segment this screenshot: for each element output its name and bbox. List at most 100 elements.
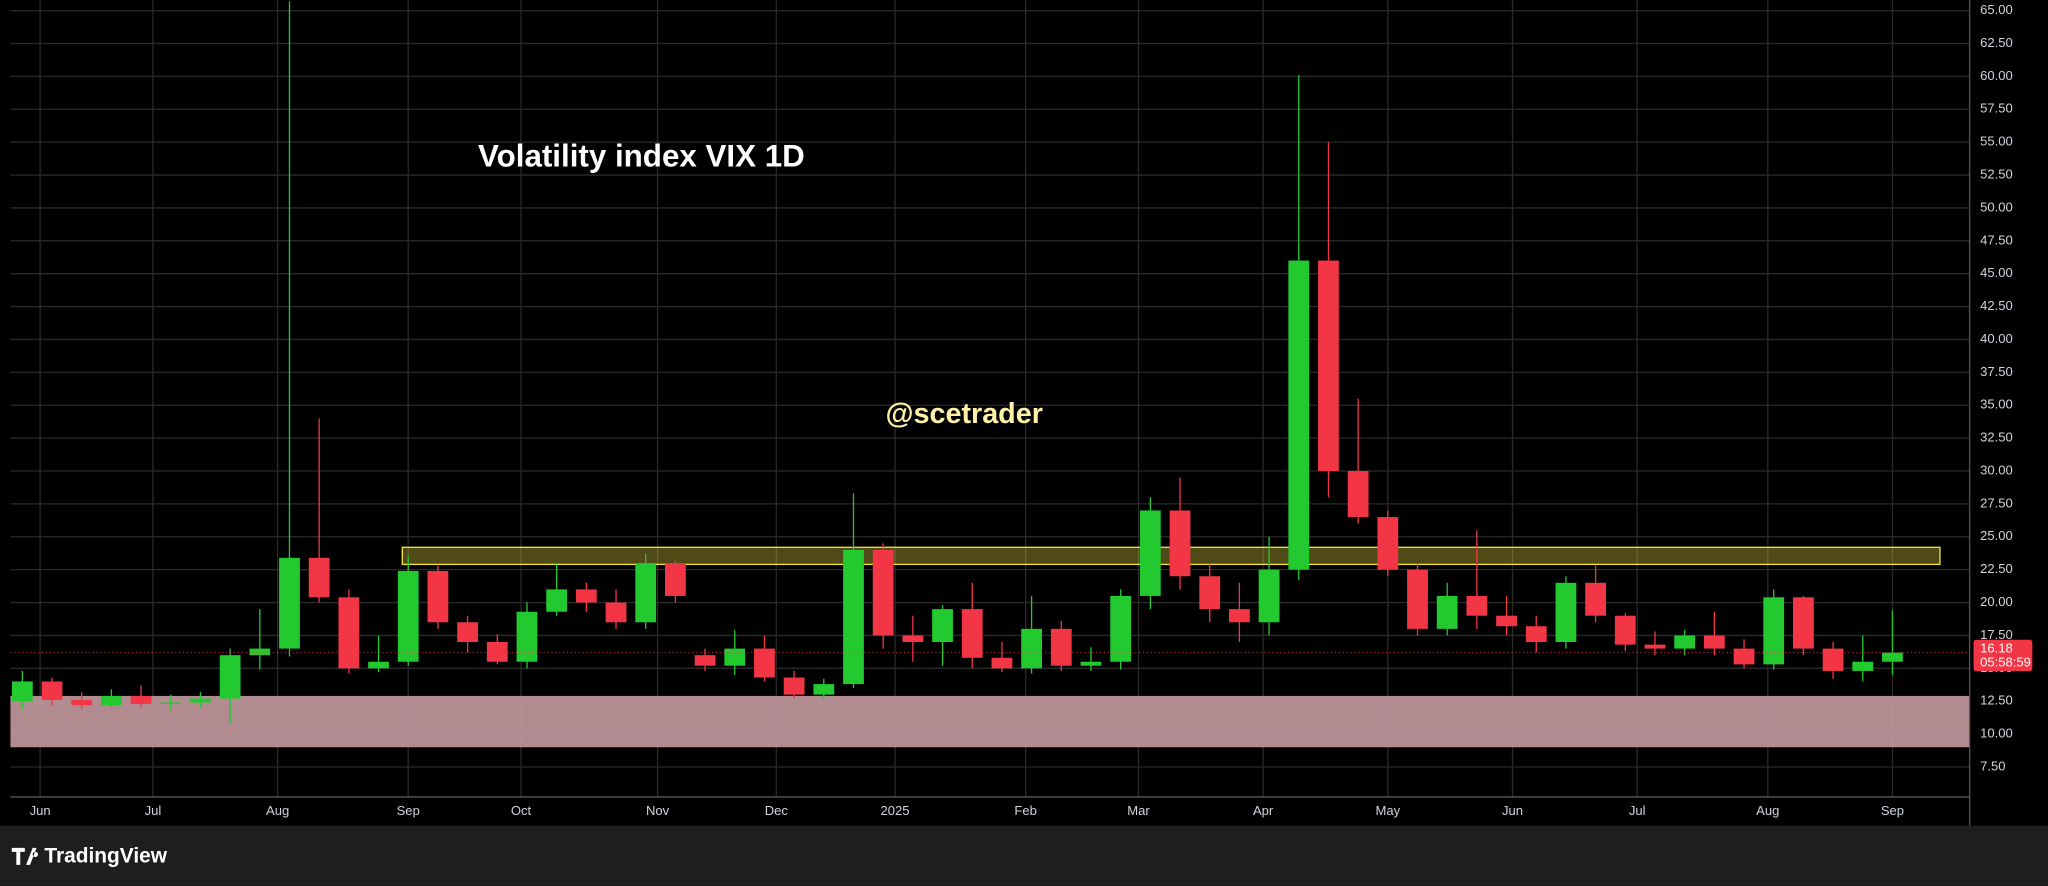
candle-body bbox=[427, 570, 449, 623]
candle-body bbox=[1258, 569, 1280, 623]
y-tick-label: 52.50 bbox=[1980, 166, 2013, 181]
candle-body bbox=[1080, 661, 1102, 666]
logo-icon bbox=[11, 847, 38, 865]
candle-body bbox=[754, 648, 775, 678]
candle-body bbox=[1050, 628, 1072, 666]
candle-body bbox=[961, 609, 983, 658]
candle-body bbox=[1733, 648, 1755, 665]
chart-background bbox=[0, 0, 2048, 825]
y-tick-label: 32.50 bbox=[1980, 430, 2013, 445]
x-tick-label: Sep bbox=[1881, 803, 1904, 818]
candle-body bbox=[279, 557, 300, 649]
y-tick-label: 45.00 bbox=[1980, 265, 2013, 280]
candle-body bbox=[1318, 260, 1339, 472]
candle-body bbox=[1585, 582, 1606, 616]
x-tick-label: Jul bbox=[145, 803, 162, 818]
last-price-label: 16.18 bbox=[1980, 640, 2013, 655]
candle-body bbox=[1021, 628, 1042, 669]
y-tick-label: 62.50 bbox=[1980, 35, 2013, 50]
candle-body bbox=[1525, 626, 1547, 643]
candle-body bbox=[397, 570, 419, 662]
x-tick-label: Aug bbox=[1756, 803, 1779, 818]
candle-body bbox=[932, 609, 953, 643]
candle-body bbox=[516, 611, 538, 662]
candle-body bbox=[1496, 615, 1517, 627]
x-tick-label: Sep bbox=[397, 803, 420, 818]
candle-body bbox=[1763, 597, 1785, 665]
footer-background bbox=[0, 825, 2048, 886]
y-tick-label: 50.00 bbox=[1980, 199, 2013, 214]
candle-body bbox=[1793, 597, 1814, 649]
y-tick-label: 20.00 bbox=[1980, 594, 2013, 609]
candle-body bbox=[1407, 569, 1428, 629]
candle-body bbox=[219, 655, 241, 699]
y-tick-label: 22.50 bbox=[1980, 561, 2013, 576]
x-tick-label: 2025 bbox=[881, 803, 910, 818]
candle-body bbox=[190, 698, 211, 703]
x-tick-label: Mar bbox=[1127, 803, 1150, 818]
x-tick-label: Aug bbox=[266, 803, 289, 818]
x-tick-label: May bbox=[1375, 803, 1400, 818]
candle-body bbox=[1614, 615, 1636, 645]
candle-body bbox=[1347, 471, 1369, 518]
y-tick-label: 27.50 bbox=[1980, 495, 2013, 510]
y-tick-label: 37.50 bbox=[1980, 364, 2013, 379]
candle-body bbox=[308, 557, 330, 598]
candle-body bbox=[546, 589, 568, 612]
candle-body bbox=[694, 655, 716, 666]
candle-body bbox=[11, 681, 33, 702]
price-zone bbox=[10, 695, 1970, 748]
last-price-box bbox=[1973, 639, 2033, 672]
y-tick-label: 35.00 bbox=[1980, 397, 2013, 412]
x-tick-label: Oct bbox=[511, 803, 532, 818]
candle-body bbox=[1882, 652, 1903, 662]
candle-body bbox=[635, 563, 657, 623]
candle-body bbox=[605, 602, 627, 623]
y-tick-label: 17.50 bbox=[1980, 627, 2013, 642]
y-tick-label: 10.00 bbox=[1980, 726, 2013, 741]
candle-body bbox=[991, 657, 1013, 669]
candle-body bbox=[368, 661, 389, 669]
candle-body bbox=[575, 589, 597, 603]
candle-body bbox=[1229, 609, 1250, 623]
y-tick-label: 12.50 bbox=[1980, 693, 2013, 708]
y-tick-label: 30.00 bbox=[1980, 462, 2013, 477]
candles bbox=[11, 1, 1903, 724]
watermark: @scetrader bbox=[886, 398, 1043, 430]
chart-title: Volatility index VIX 1D bbox=[478, 139, 805, 174]
x-tick-label: Jun bbox=[1502, 803, 1523, 818]
footer-logo: TradingView bbox=[11, 845, 168, 868]
candle-body bbox=[872, 549, 894, 636]
footer-text: TradingView bbox=[44, 845, 167, 868]
x-tick-label: Dec bbox=[765, 803, 789, 818]
candle-body bbox=[100, 695, 122, 706]
candle-body bbox=[1466, 595, 1488, 616]
candle-body bbox=[1703, 635, 1725, 649]
candle-body bbox=[41, 681, 63, 700]
x-tick-label: Jul bbox=[1629, 803, 1646, 818]
candle-body bbox=[1169, 510, 1191, 577]
y-tick-label: 40.00 bbox=[1980, 331, 2013, 346]
y-tick-label: 60.00 bbox=[1980, 68, 2013, 83]
candle-body bbox=[1288, 260, 1310, 570]
candle-body bbox=[1110, 595, 1132, 662]
y-tick-label: 65.00 bbox=[1980, 2, 2013, 17]
candle-body bbox=[843, 549, 864, 685]
candle-body bbox=[783, 677, 805, 695]
x-tick-label: Apr bbox=[1253, 803, 1274, 818]
y-tick-label: 25.00 bbox=[1980, 528, 2013, 543]
x-tick-label: Jun bbox=[30, 803, 51, 818]
candle-body bbox=[724, 648, 746, 666]
candle-body bbox=[1377, 517, 1399, 570]
candle-body bbox=[1436, 595, 1458, 629]
x-tick-label: Nov bbox=[646, 803, 670, 818]
candle-body bbox=[813, 684, 835, 695]
candle-body bbox=[1852, 661, 1874, 671]
candle-body bbox=[1644, 644, 1666, 649]
candle-body bbox=[1555, 582, 1577, 643]
axes: 7.5010.0012.5015.0017.5020.0022.5025.002… bbox=[10, 2, 2033, 818]
candle-body bbox=[338, 597, 360, 669]
x-tick-label: Feb bbox=[1014, 803, 1036, 818]
candle-body bbox=[1674, 635, 1696, 649]
